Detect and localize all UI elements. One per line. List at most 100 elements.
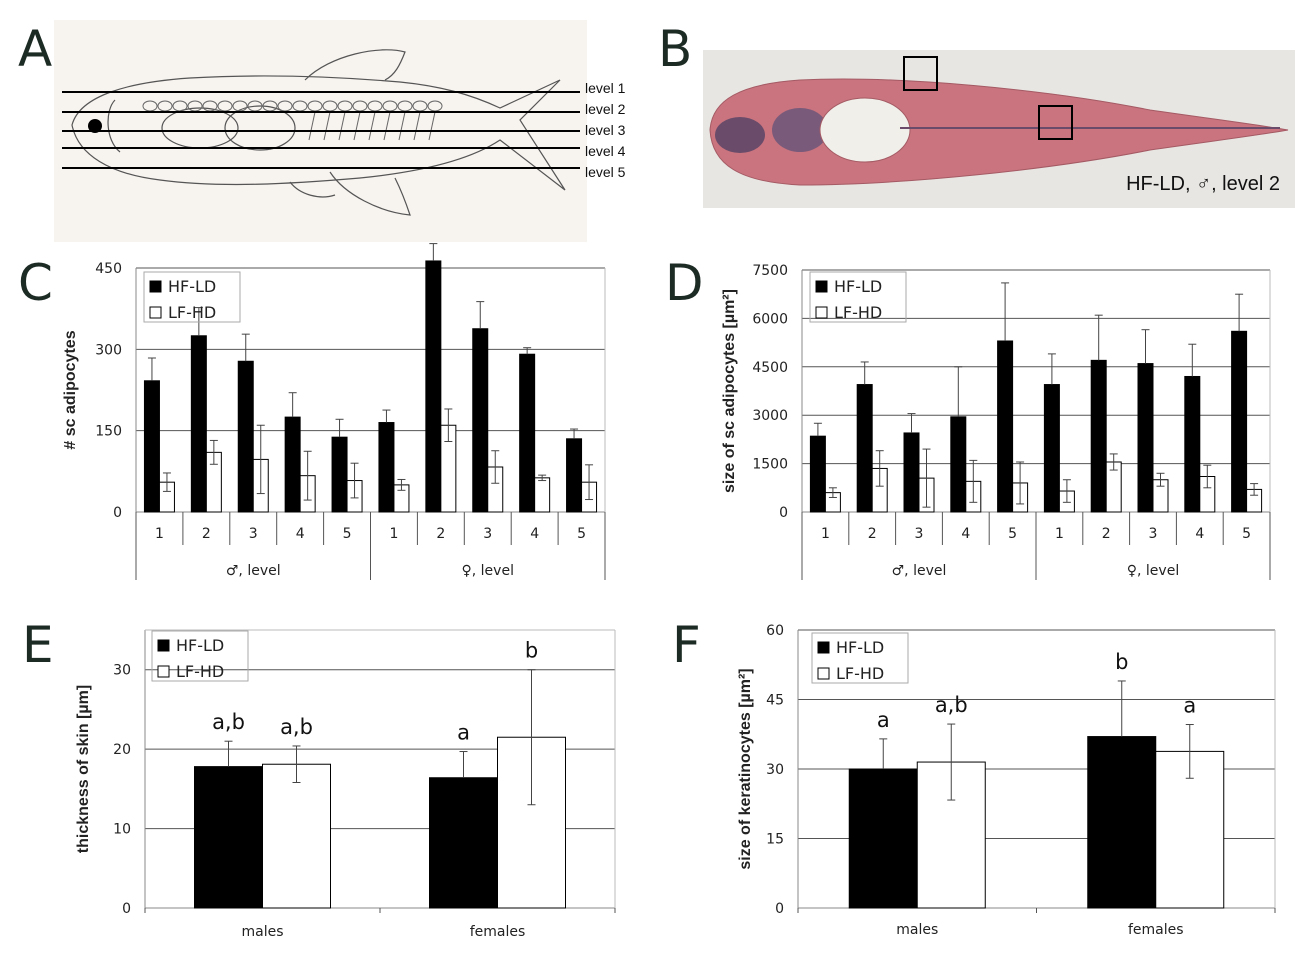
x-tick-label: females (1128, 922, 1184, 938)
dorsal-fin (304, 49, 406, 81)
bar-hf-ld (143, 380, 160, 513)
bar-hf-ld (950, 416, 967, 513)
x-tick-label: 2 (868, 526, 877, 542)
x-tick-label: 2 (202, 526, 211, 542)
panel-label-a: A (18, 20, 52, 78)
rib (428, 111, 436, 141)
y-tick-label: 30 (113, 663, 131, 679)
region-box-1 (903, 56, 938, 91)
x-tick-label: 3 (483, 526, 492, 542)
legend-swatch-hf-ld (817, 641, 830, 654)
legend-box (809, 271, 907, 323)
legend-swatch-hf-ld (157, 639, 170, 652)
y-axis-label: thickness of skin [µm] (75, 685, 92, 853)
panel-label-f: F (672, 616, 701, 674)
x-tick-label: 1 (155, 526, 164, 542)
y-axis-label: size of keratinocytes [µm²] (737, 668, 754, 869)
legend-swatch-hf-ld (815, 280, 828, 293)
x-tick-label: females (470, 924, 526, 940)
x-tick-label: 3 (249, 526, 258, 542)
legend-label-hf-ld: HF-LD (176, 636, 224, 655)
y-tick-label: 450 (95, 261, 122, 277)
y-tick-label: 45 (766, 693, 784, 709)
rib (398, 111, 406, 141)
histology-image: HF-LD, ♂, level 2 (703, 50, 1295, 208)
chart-c: 0 150 300 450 # sc adipocytes 1 2 3 4 5 1 2 3 4 5 ♂, le… (62, 243, 606, 580)
rib (413, 111, 421, 141)
y-tick-label: 15 (766, 832, 784, 848)
x-tick-label: males (241, 924, 283, 940)
legend-box (811, 632, 909, 684)
y-tick-label: 0 (113, 505, 122, 521)
region-box-2 (1038, 105, 1073, 140)
bar-hf-ld (378, 422, 395, 513)
x-tick-label: 3 (1149, 526, 1158, 542)
bar-hf-ld (1090, 359, 1107, 513)
x-tick-label: 3 (915, 526, 924, 542)
significance-label: b (1115, 650, 1128, 674)
legend-box (151, 630, 249, 682)
group-label: ♀, level (462, 563, 514, 579)
significance-label: a (1183, 694, 1196, 718)
y-tick-label: 150 (95, 424, 122, 440)
legend-label-hf-ld: HF-LD (834, 277, 882, 296)
legend-label-lf-hd: LF-HD (834, 303, 882, 322)
bar-hf-ld (331, 436, 348, 513)
x-tick-label: 5 (577, 526, 586, 542)
legend-swatch-lf-hd (817, 667, 830, 680)
y-tick-label: 6000 (752, 311, 788, 327)
bar-hf-ld (566, 438, 583, 513)
bar-hf-ld (848, 768, 918, 909)
y-tick-label: 0 (122, 901, 131, 917)
bar-hf-ld (1137, 363, 1154, 513)
y-axis-label: size of sc adipocytes [µm²] (721, 289, 738, 493)
significance-label: b (525, 639, 538, 663)
bar-hf-ld (997, 340, 1014, 513)
significance-label: a (877, 708, 890, 732)
anal-fin (329, 171, 411, 216)
tissue-structure-gut (772, 108, 828, 152)
x-tick-label: 4 (296, 526, 305, 542)
fish-eye (88, 119, 102, 133)
legend-label-hf-ld: HF-LD (168, 277, 216, 296)
x-tick-label: 4 (961, 526, 970, 542)
bar-hf-ld (1043, 384, 1060, 513)
level-label-4: level 4 (585, 143, 626, 159)
tissue-structure-head (715, 117, 765, 153)
legend-box (143, 271, 241, 323)
significance-label: a,b (935, 693, 968, 717)
bar-hf-ld (425, 260, 442, 513)
x-tick-label: males (896, 922, 938, 938)
fish-schematic: level 1 level 2 level 3 level 4 level 5 (54, 20, 626, 242)
y-tick-label: 30 (766, 762, 784, 778)
x-tick-label: 4 (1195, 526, 1204, 542)
legend-label-hf-ld: HF-LD (836, 638, 884, 657)
chart-d: 0 1500 3000 4500 6000 7500 size of sc adipocyt… (721, 263, 1271, 580)
x-tick-label: 1 (821, 526, 830, 542)
rib (323, 111, 331, 141)
rib (368, 111, 376, 141)
fish-body-outline (71, 75, 566, 191)
panel-label-c: C (18, 254, 53, 312)
significance-label: a,b (280, 715, 313, 739)
y-tick-label: 7500 (752, 263, 788, 279)
x-tick-label: 2 (1102, 526, 1111, 542)
swim-bladder-2 (224, 105, 296, 151)
y-tick-label: 0 (779, 505, 788, 521)
level-label-1: level 1 (585, 80, 626, 96)
bar-lf-hd (534, 477, 551, 513)
legend-swatch-lf-hd (157, 665, 170, 678)
legend-label-lf-hd: LF-HD (176, 662, 224, 681)
rib (353, 111, 361, 141)
x-tick-label: 1 (389, 526, 398, 542)
bar-hf-ld (194, 766, 263, 909)
bar-hf-ld (903, 432, 920, 513)
group-label: ♀, level (1127, 563, 1179, 579)
legend-swatch-hf-ld (149, 280, 162, 293)
x-tick-label: 2 (436, 526, 445, 542)
bar-hf-ld (519, 353, 536, 513)
rib (338, 111, 346, 141)
level-label-2: level 2 (585, 101, 626, 117)
x-tick-label: 4 (530, 526, 539, 542)
